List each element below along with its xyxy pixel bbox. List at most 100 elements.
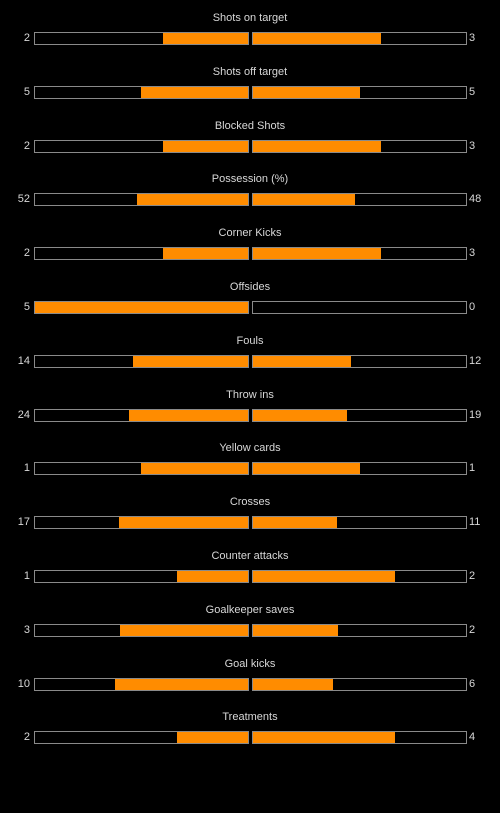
- away-bar-fill: [253, 571, 395, 582]
- away-bar: [252, 731, 467, 744]
- home-bar-fill: [129, 410, 248, 421]
- home-bar: [34, 247, 249, 260]
- home-bar-fill: [133, 356, 248, 367]
- stat-row: Possession (%) 52 48: [0, 173, 500, 213]
- home-bar-fill: [35, 302, 248, 313]
- away-bar: [252, 624, 467, 637]
- away-bar-fill: [253, 463, 360, 474]
- stat-label: Throw ins: [226, 389, 274, 401]
- away-value: 2: [469, 570, 476, 582]
- away-value: 3: [469, 32, 476, 44]
- stat-row: Shots on target 2 3: [0, 12, 500, 52]
- stat-row: Yellow cards 1 1: [0, 442, 500, 482]
- away-bar: [252, 301, 467, 314]
- away-bar: [252, 140, 467, 153]
- away-value: 5: [469, 86, 476, 98]
- stat-row: Goal kicks 10 6: [0, 658, 500, 698]
- away-bar: [252, 247, 467, 260]
- home-value: 2: [23, 32, 30, 44]
- home-value: 2: [23, 140, 30, 152]
- home-value: 17: [17, 516, 30, 528]
- away-bar: [252, 570, 467, 583]
- away-bar-fill: [253, 679, 333, 690]
- away-bar-fill: [253, 141, 381, 152]
- away-bar-fill: [253, 517, 337, 528]
- away-bar: [252, 678, 467, 691]
- stat-row: Shots off target 5 5: [0, 66, 500, 106]
- home-bar: [34, 355, 249, 368]
- home-value: 10: [17, 678, 30, 690]
- home-bar-fill: [163, 248, 248, 259]
- stat-label: Corner Kicks: [218, 227, 282, 239]
- stat-row: Counter attacks 1 2: [0, 550, 500, 590]
- stat-label: Possession (%): [211, 173, 289, 185]
- home-value: 5: [23, 301, 30, 313]
- home-value: 2: [23, 247, 30, 259]
- away-bar: [252, 409, 467, 422]
- home-value: 52: [17, 193, 30, 205]
- home-value: 3: [23, 624, 30, 636]
- home-bar: [34, 516, 249, 529]
- home-bar: [34, 409, 249, 422]
- stat-label: Fouls: [236, 335, 264, 347]
- home-bar-fill: [177, 732, 248, 743]
- home-bar: [34, 570, 249, 583]
- away-bar-fill: [253, 356, 351, 367]
- away-value: 6: [469, 678, 476, 690]
- away-bar-fill: [253, 87, 360, 98]
- away-bar-fill: [253, 194, 355, 205]
- away-value: 3: [469, 140, 476, 152]
- stat-row: Throw ins 24 19: [0, 389, 500, 429]
- stat-label: Goal kicks: [224, 658, 276, 670]
- home-bar-fill: [177, 571, 248, 582]
- away-value: 2: [469, 624, 476, 636]
- away-value: 0: [469, 301, 476, 313]
- stat-row: Crosses 17 11: [0, 496, 500, 536]
- away-bar: [252, 462, 467, 475]
- home-bar-fill: [115, 679, 248, 690]
- home-bar: [34, 32, 249, 45]
- stat-row: Fouls 14 12: [0, 335, 500, 375]
- home-bar: [34, 731, 249, 744]
- stat-row: Blocked Shots 2 3: [0, 120, 500, 160]
- away-bar-fill: [253, 33, 381, 44]
- away-value: 48: [469, 193, 482, 205]
- stat-label: Yellow cards: [219, 442, 281, 454]
- home-value: 2: [23, 731, 30, 743]
- stat-label: Shots off target: [212, 66, 288, 78]
- away-value: 19: [469, 409, 482, 421]
- stat-row: Goalkeeper saves 3 2: [0, 604, 500, 644]
- away-bar: [252, 516, 467, 529]
- home-value: 1: [23, 462, 30, 474]
- home-bar-fill: [163, 141, 248, 152]
- away-bar: [252, 193, 467, 206]
- home-bar: [34, 678, 249, 691]
- away-value: 1: [469, 462, 476, 474]
- home-bar-fill: [119, 517, 248, 528]
- stat-label: Treatments: [222, 711, 278, 723]
- home-value: 1: [23, 570, 30, 582]
- away-bar-fill: [253, 732, 395, 743]
- away-value: 4: [469, 731, 476, 743]
- home-bar: [34, 193, 249, 206]
- stat-row: Offsides 5 0: [0, 281, 500, 321]
- stat-row: Treatments 2 4: [0, 711, 500, 751]
- stat-label: Shots on target: [212, 12, 288, 24]
- away-bar: [252, 32, 467, 45]
- stat-label: Goalkeeper saves: [205, 604, 295, 616]
- stat-label: Counter attacks: [211, 550, 289, 562]
- home-bar: [34, 462, 249, 475]
- home-bar: [34, 301, 249, 314]
- home-bar: [34, 624, 249, 637]
- away-bar: [252, 86, 467, 99]
- home-bar-fill: [120, 625, 248, 636]
- stat-row: Corner Kicks 2 3: [0, 227, 500, 267]
- away-value: 12: [469, 355, 482, 367]
- home-value: 24: [17, 409, 30, 421]
- stat-label: Offsides: [229, 281, 271, 293]
- away-value: 11: [469, 516, 481, 528]
- home-bar-fill: [141, 87, 248, 98]
- away-value: 3: [469, 247, 476, 259]
- home-bar-fill: [141, 463, 248, 474]
- away-bar-fill: [253, 410, 347, 421]
